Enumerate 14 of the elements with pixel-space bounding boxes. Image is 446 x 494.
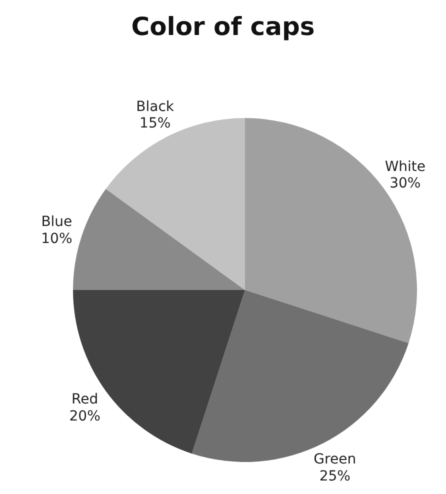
data-label: 30% [390,176,421,192]
slice-label: White [384,158,426,175]
data-label: 25% [319,468,350,484]
slice-label: Green [314,452,356,468]
chart-title: Color of caps [130,12,316,41]
data-label: 15% [140,116,171,132]
slice-label: Black [136,98,175,115]
data-label: 20% [69,408,100,424]
pie-slice [73,188,245,290]
slice-label: Blue [41,214,72,230]
slice-label: Red [72,392,98,408]
pie-slice [192,290,409,462]
pie-slice [106,118,245,290]
data-label: 10% [41,230,72,247]
